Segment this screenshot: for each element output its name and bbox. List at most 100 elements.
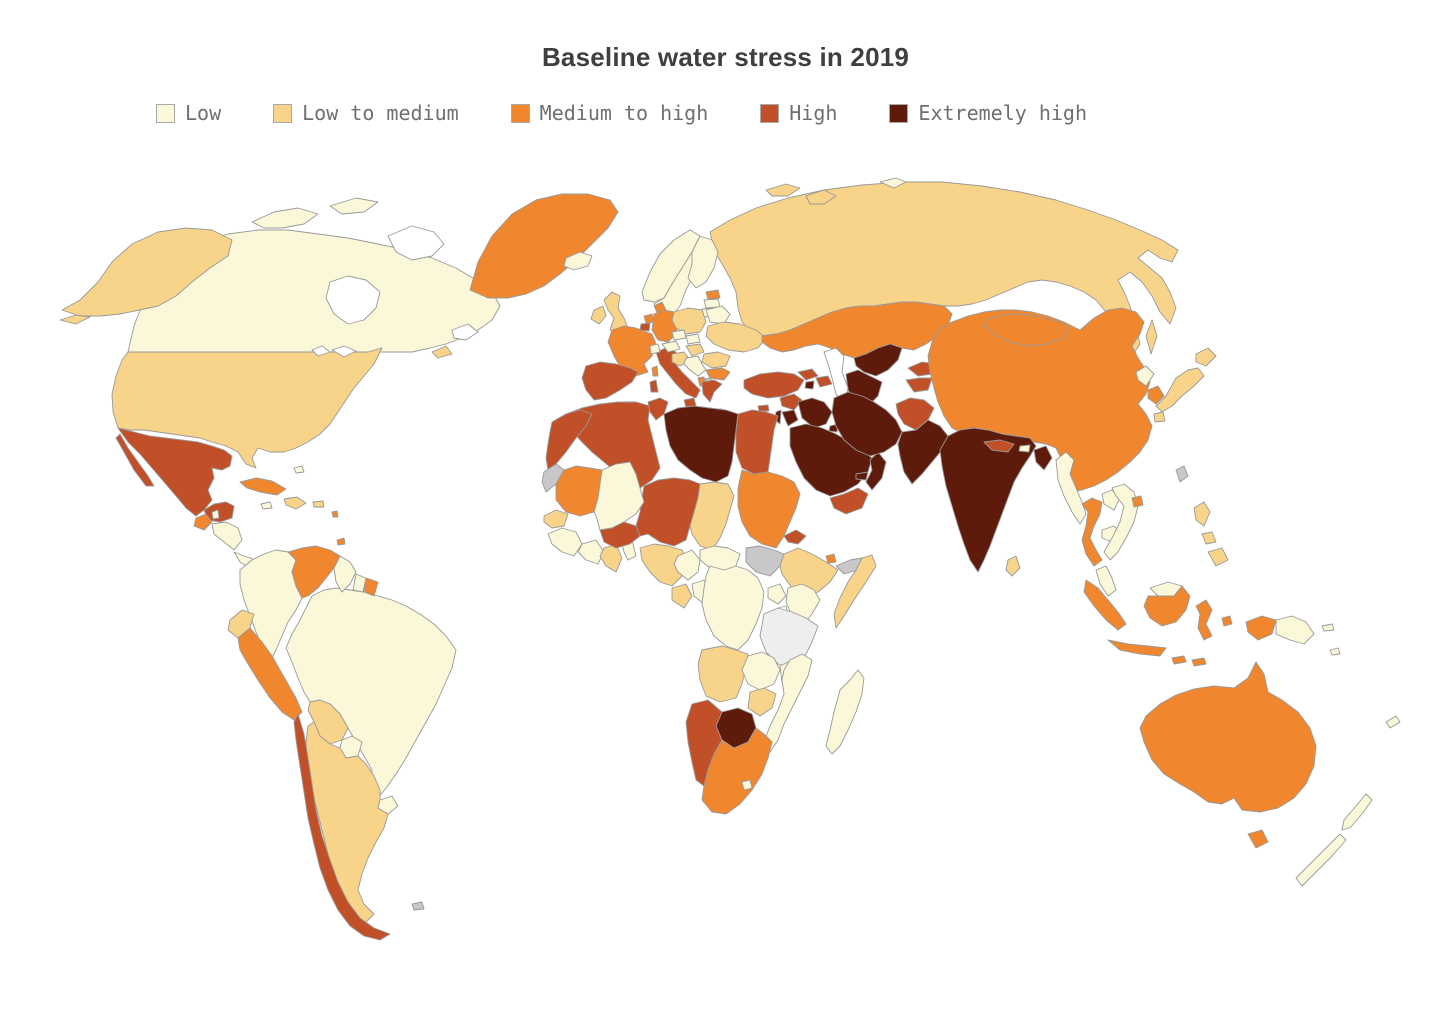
region-romania[interactable]	[701, 351, 731, 369]
region-italy[interactable]	[655, 347, 701, 399]
region-cyprus[interactable]	[757, 404, 770, 412]
region-hispaniola[interactable]	[283, 496, 307, 510]
region-iraq[interactable]	[797, 397, 833, 429]
region-morocco[interactable]	[545, 409, 593, 471]
region-lesser-antilles[interactable]	[331, 510, 339, 518]
region-zambia[interactable]	[741, 651, 781, 691]
region-philippines-visayas[interactable]	[1201, 531, 1217, 545]
region-djibouti[interactable]	[825, 553, 837, 564]
region-azerbaijan[interactable]	[815, 375, 833, 388]
region-vietnam[interactable]	[1103, 483, 1139, 561]
region-guyana[interactable]	[333, 555, 357, 593]
region-mexico-baja[interactable]	[115, 433, 155, 487]
region-papua-new-guinea[interactable]	[1275, 615, 1315, 645]
region-ellesmere[interactable]	[329, 197, 379, 215]
region-yemen[interactable]	[829, 487, 869, 515]
region-somalia[interactable]	[833, 554, 877, 629]
region-newfoundland[interactable]	[451, 323, 479, 341]
region-argentina[interactable]	[305, 721, 389, 923]
region-nigeria[interactable]	[639, 543, 689, 587]
region-uruguay[interactable]	[377, 795, 399, 815]
region-iran[interactable]	[831, 391, 903, 457]
region-sardinia[interactable]	[649, 379, 659, 393]
region-lesser-sunda-2[interactable]	[1191, 657, 1207, 667]
region-jamaica[interactable]	[260, 501, 273, 510]
region-madagascar[interactable]	[825, 669, 865, 755]
region-hainan[interactable]	[1131, 495, 1144, 508]
region-eritrea[interactable]	[783, 529, 807, 545]
region-zimbabwe[interactable]	[747, 687, 777, 717]
region-moluccas[interactable]	[1221, 615, 1233, 627]
region-south-korea[interactable]	[1147, 385, 1165, 405]
region-taiwan[interactable]	[1175, 465, 1189, 483]
region-venezuela[interactable]	[287, 545, 341, 599]
region-suriname[interactable]	[352, 573, 367, 593]
region-slovakia[interactable]	[685, 333, 701, 345]
region-french-guiana[interactable]	[363, 577, 379, 597]
region-severnaya-zemlya[interactable]	[879, 177, 907, 189]
region-malaysia[interactable]	[1095, 565, 1117, 597]
region-mexico[interactable]	[117, 427, 233, 517]
region-uae[interactable]	[855, 471, 869, 481]
region-bulgaria[interactable]	[705, 367, 731, 381]
region-libya[interactable]	[663, 405, 739, 483]
region-lesotho[interactable]	[741, 779, 753, 791]
region-south-sudan[interactable]	[745, 545, 785, 577]
region-north-korea[interactable]	[1135, 365, 1155, 387]
region-peru[interactable]	[237, 627, 303, 721]
region-france[interactable]	[607, 325, 657, 377]
region-finland[interactable]	[687, 235, 719, 289]
region-mozambique[interactable]	[763, 653, 813, 753]
region-pakistan[interactable]	[897, 419, 949, 485]
region-czechia[interactable]	[671, 329, 687, 341]
region-egypt[interactable]	[735, 409, 779, 475]
region-japan-hokkaido[interactable]	[1195, 347, 1217, 367]
region-belgium[interactable]	[639, 322, 651, 332]
region-armenia[interactable]	[804, 380, 815, 390]
region-cuba[interactable]	[239, 477, 287, 496]
region-greece[interactable]	[701, 379, 723, 403]
region-iceland[interactable]	[563, 251, 593, 271]
region-burkina-faso[interactable]	[599, 521, 641, 549]
region-jordan[interactable]	[781, 409, 799, 427]
region-novaya-zemlya[interactable]	[805, 189, 837, 205]
region-georgia[interactable]	[797, 368, 819, 381]
region-greenland[interactable]	[469, 193, 619, 299]
region-bahamas[interactable]	[293, 465, 305, 474]
region-ivory-coast[interactable]	[577, 539, 605, 565]
region-thailand[interactable]	[1081, 497, 1103, 567]
region-bangladesh[interactable]	[1033, 445, 1053, 471]
region-mongolia[interactable]	[983, 313, 1071, 347]
region-lesser-sunda-1[interactable]	[1171, 655, 1187, 665]
region-java[interactable]	[1107, 639, 1167, 657]
region-guinea[interactable]	[547, 527, 583, 557]
region-austria[interactable]	[661, 340, 681, 353]
region-myanmar[interactable]	[1055, 451, 1087, 525]
region-bhutan[interactable]	[1018, 444, 1031, 453]
region-guatemala[interactable]	[193, 513, 213, 531]
region-philippines-mindanao[interactable]	[1207, 547, 1229, 567]
region-sudan[interactable]	[737, 469, 801, 549]
region-turkey[interactable]	[743, 371, 805, 399]
region-chile[interactable]	[293, 713, 391, 941]
region-alaska[interactable]	[61, 227, 233, 317]
region-trinidad[interactable]	[336, 537, 346, 546]
region-ukraine[interactable]	[705, 321, 767, 353]
region-uganda[interactable]	[767, 583, 787, 605]
region-sri-lanka[interactable]	[1005, 555, 1021, 577]
region-svalbard[interactable]	[765, 183, 801, 197]
region-japan-honshu[interactable]	[1155, 367, 1205, 413]
region-japan-kyushu[interactable]	[1153, 411, 1166, 423]
region-syria[interactable]	[779, 393, 803, 411]
region-tunisia[interactable]	[647, 397, 669, 421]
region-new-zealand-south[interactable]	[1295, 833, 1347, 887]
region-west-papua[interactable]	[1245, 615, 1277, 641]
region-tasmania[interactable]	[1247, 829, 1269, 849]
region-belarus[interactable]	[705, 305, 731, 325]
region-hungary[interactable]	[685, 343, 705, 357]
region-solomon-islands[interactable]	[1329, 647, 1341, 656]
region-new-caledonia[interactable]	[1385, 715, 1401, 729]
region-south-africa[interactable]	[701, 727, 773, 815]
region-nepal[interactable]	[983, 439, 1015, 453]
region-tanzania[interactable]	[759, 607, 819, 669]
